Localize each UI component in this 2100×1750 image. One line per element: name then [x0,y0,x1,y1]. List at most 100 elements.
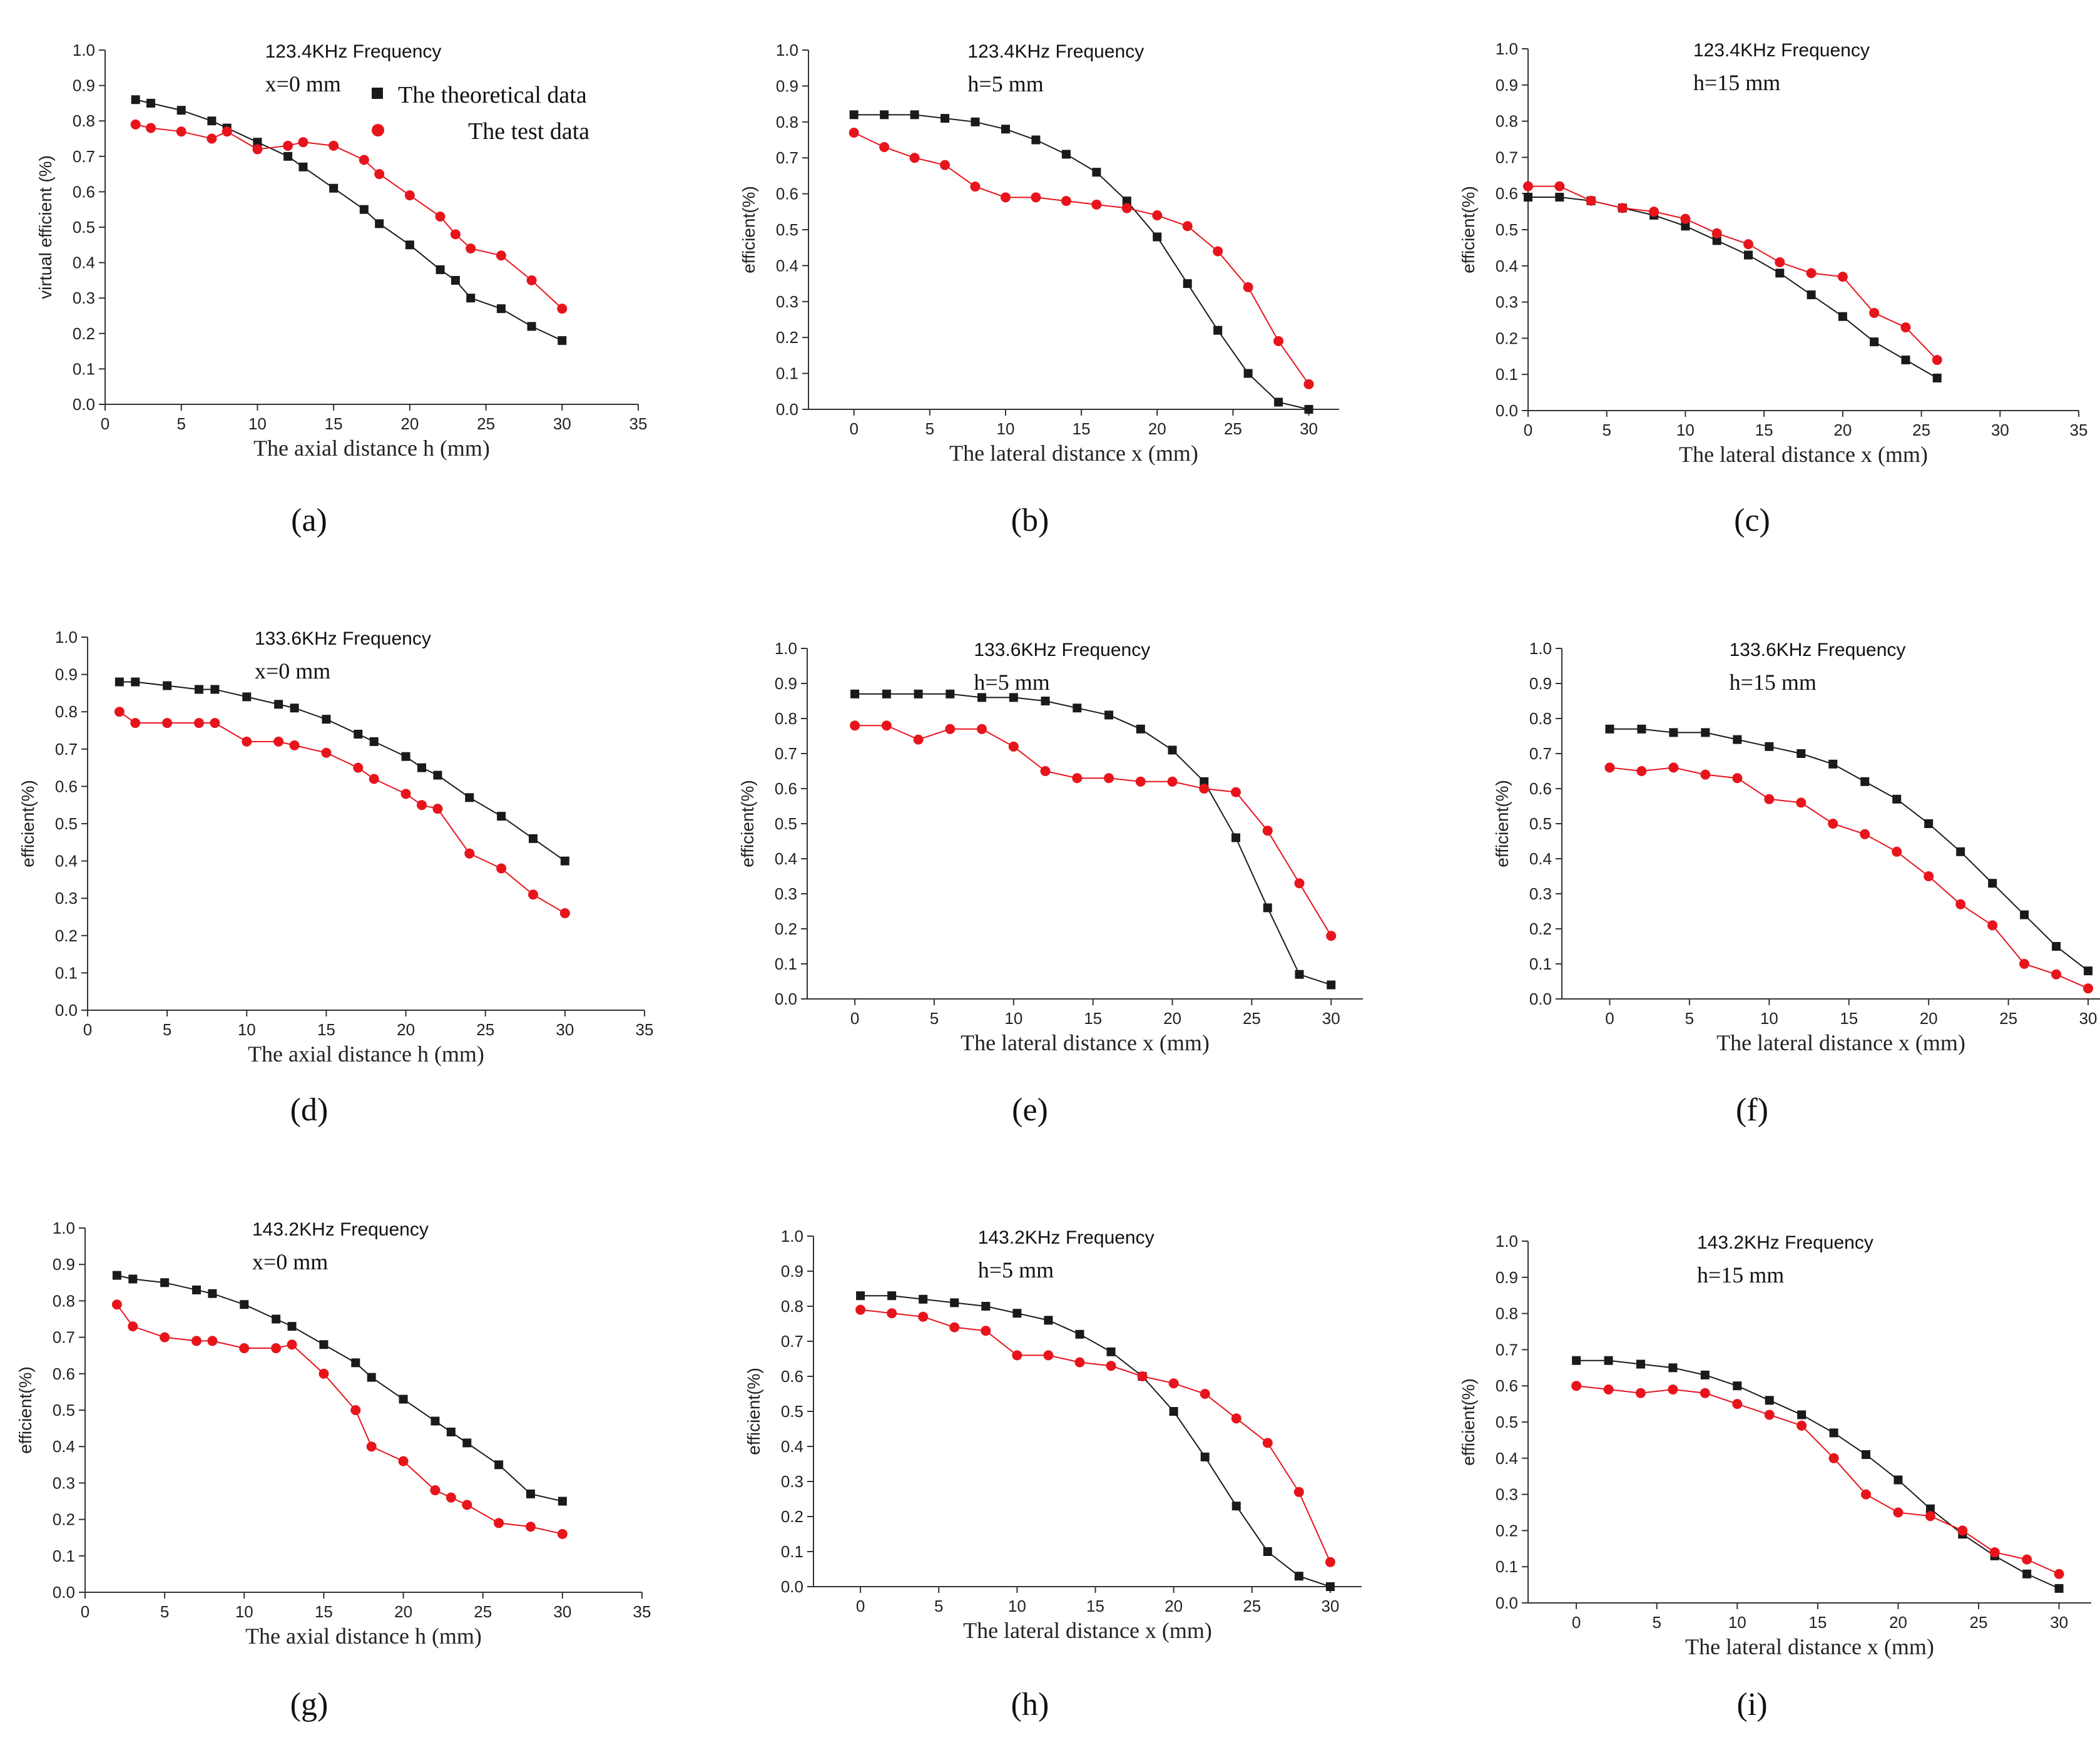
test-data-point [1732,1399,1743,1410]
theoretical-series-line [855,693,1332,986]
x-tick-label: 30 [1321,1597,1339,1615]
x-tick-label: 20 [1920,1009,1938,1028]
theoretical-data-point [496,304,506,314]
theoretical-data-point [1700,1370,1710,1379]
theoretical-data-point [208,1289,217,1298]
theoretical-data-point [1274,397,1283,407]
theoretical-data-point [2084,966,2093,976]
test-data-point [557,304,568,314]
theoretical-data-point [1075,1329,1084,1339]
test-data-point [1636,766,1647,776]
test-data-point [319,1368,329,1379]
test-data-point [528,889,538,900]
x-tick-label: 15 [1840,1009,1858,1028]
theoretical-data-point [1572,1356,1581,1365]
frequency-annotation: 143.2KHz Frequency [978,1227,1154,1248]
x-tick-label: 20 [400,414,419,433]
y-tick-label: 0.4 [781,1437,803,1456]
x-tick-label: 15 [1755,421,1773,439]
panel-caption: (e) [1012,1092,1048,1128]
y-tick-label: 0.9 [1496,76,1518,95]
test-data-point [130,718,141,729]
test-data-point [1273,335,1284,346]
y-tick-label: 0.1 [73,359,95,378]
y-tick-label: 0.7 [73,147,95,166]
x-tick-label: 35 [636,1020,654,1039]
y-tick-label: 1.0 [1529,639,1552,658]
y-tick-label: 0.1 [1529,954,1552,973]
theoretical-data-point [192,1285,201,1294]
theoretical-data-point [1956,847,1965,856]
theoretical-data-point [1862,1450,1870,1460]
test-data-point [526,275,537,285]
test-series-line [1576,1385,2059,1575]
theoretical-data-point [462,1438,472,1448]
theoretical-data-point [1605,724,1614,734]
theoretical-data-point [1231,833,1241,842]
test-data-point [398,1456,409,1466]
test-data-point [1604,762,1615,773]
y-tick-label: 0.0 [775,990,797,1008]
theoretical-data-point [274,700,283,709]
panel-caption: (g) [290,1687,329,1722]
test-data-point [432,804,443,814]
y-axis-title: efficient(%) [739,186,758,274]
theoretical-data-point [882,689,891,698]
y-tick-label: 0.2 [1496,1521,1518,1540]
x-tick-label: 35 [2070,421,2088,439]
x-tick-label: 30 [1300,419,1318,438]
theoretical-data-point [1669,728,1678,737]
theoretical-data-point [283,151,293,161]
theoretical-data-point [849,110,859,120]
theoretical-data-point [417,763,426,772]
test-data-point [1636,1388,1646,1398]
y-tick-label: 0.4 [53,1437,75,1456]
x-tick-label: 25 [474,1602,492,1621]
theoretical-series-line [1576,1359,2059,1589]
test-data-point [1861,1489,1871,1500]
theoretical-data-point [1892,794,1902,804]
condition-annotation: h=5 mm [978,1257,1054,1282]
y-tick-label: 0.1 [1496,365,1518,384]
theoretical-data-point [1555,192,1564,202]
theoretical-data-point [1838,312,1847,321]
theoretical-data-point [1200,1452,1210,1461]
test-series-line [116,1304,563,1535]
test-data-point [350,1405,361,1415]
x-tick-label: 15 [1084,1009,1102,1028]
test-data-point [1262,826,1273,836]
x-tick-label: 30 [553,414,571,433]
x-tick-label: 0 [1605,1009,1614,1028]
y-tick-label: 0.6 [1496,184,1518,203]
theoretical-data-point [558,336,567,345]
theoretical-data-point [981,1302,991,1311]
y-tick-label: 0.8 [775,709,797,728]
y-tick-label: 0.6 [73,182,95,201]
condition-annotation: h=5 mm [967,71,1043,96]
test-data-point [400,789,411,799]
test-series-line [1609,767,2089,990]
theoretical-data-point [433,770,442,780]
test-data-point [1764,794,1775,804]
y-tick-label: 0.4 [1529,849,1552,868]
theoretical-data-point [1263,903,1272,913]
test-data-point [887,1308,897,1319]
theoretical-data-point [1295,970,1304,979]
test-data-point [1989,1547,2000,1558]
x-tick-label: 25 [476,1020,494,1039]
x-tick-label: 0 [1524,421,1532,439]
theoretical-data-point [494,1460,504,1470]
y-tick-label: 0.6 [781,1367,803,1386]
test-data-point [242,736,252,747]
y-tick-label: 0.7 [1496,148,1518,166]
x-tick-label: 25 [1999,1009,2017,1028]
y-tick-label: 0.8 [73,111,95,130]
x-tick-label: 30 [1991,421,2009,439]
y-tick-label: 0.3 [781,1472,803,1491]
test-data-point [1987,920,1998,931]
test-data-point [1182,221,1193,232]
theoretical-data-point [351,1358,360,1368]
test-data-point [1091,199,1102,210]
chart-panel-i: 0.0 0.1 0.2 0.3 0.4 0.5 0.6 0.7 0.8 0.9 1.0 0 5 10 15 2… [1459,1232,2091,1722]
test-data-point [1231,1413,1241,1424]
